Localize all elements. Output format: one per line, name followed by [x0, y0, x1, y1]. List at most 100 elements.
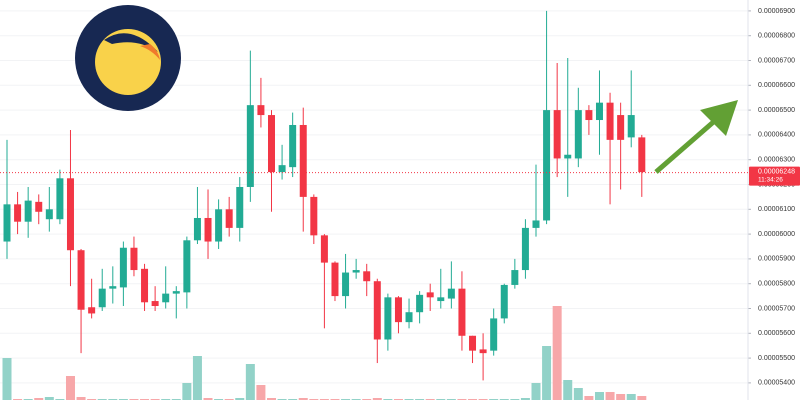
volume-bar: [245, 364, 255, 400]
candle-body: [437, 297, 445, 302]
candle-body: [469, 335, 477, 351]
candle-body: [320, 235, 328, 263]
volume-bar: [203, 398, 213, 400]
candle-body: [553, 110, 561, 159]
last-price-label: 0.00006248: [758, 168, 795, 175]
candle-body: [426, 292, 434, 298]
candle-body: [119, 247, 127, 288]
candle-body: [479, 349, 487, 354]
candle-body: [236, 186, 244, 228]
candle-body: [363, 271, 371, 282]
volume-bar: [256, 385, 266, 400]
candle-body: [299, 124, 307, 197]
y-tick-label: 0.00006000: [758, 231, 795, 238]
volume-bar: [182, 383, 192, 400]
candle-body: [511, 270, 519, 285]
candle-body: [543, 110, 551, 221]
candle-body: [14, 204, 22, 222]
candle-body: [606, 102, 614, 140]
volume-bar: [44, 397, 54, 400]
volume-bar: [2, 358, 12, 400]
candle-body: [289, 124, 297, 168]
logo-shadow: [104, 33, 158, 52]
volume-bar: [235, 398, 245, 400]
volume-bar: [637, 396, 647, 400]
candle-body: [352, 270, 360, 273]
candle-body: [500, 284, 508, 319]
last-price-box: [749, 166, 800, 186]
volume-bar: [552, 306, 562, 400]
volume-bar: [563, 380, 573, 400]
y-tick-label: 0.00006900: [758, 8, 795, 15]
candle-body: [88, 307, 96, 314]
candle-body: [342, 272, 350, 297]
candle-body: [56, 178, 64, 220]
trend-arrow: [654, 100, 738, 174]
volume-bar: [65, 376, 75, 400]
y-tick-label: 0.00005700: [758, 305, 795, 312]
candle-body: [151, 301, 159, 307]
y-tick-label: 0.00005900: [758, 256, 795, 263]
volume-bar: [594, 392, 604, 400]
logo-flare: [140, 44, 160, 60]
candle-body: [521, 227, 529, 271]
volume-bar: [626, 394, 636, 400]
candle-body: [373, 281, 381, 340]
volume-bar: [616, 394, 626, 400]
volume-bar: [76, 397, 86, 400]
candle-body: [215, 209, 223, 242]
candle-body: [77, 250, 85, 310]
candle-body: [268, 115, 275, 173]
candle-body: [585, 110, 593, 121]
candle-body: [172, 291, 180, 294]
candle-body: [595, 102, 603, 121]
candle-body: [225, 209, 233, 228]
y-tick-label: 0.00006100: [758, 206, 795, 213]
candle-body: [405, 312, 413, 323]
candle-body: [638, 137, 646, 173]
volume-bar: [267, 398, 276, 400]
candle-body: [331, 262, 339, 297]
arrow-shaft: [654, 116, 720, 174]
candle-body: [490, 318, 498, 351]
volume-bar: [531, 383, 541, 400]
candle-body: [141, 268, 149, 303]
candle-body: [532, 220, 540, 228]
logo: [75, 5, 181, 111]
volume-bar: [573, 388, 583, 400]
volume-bar: [520, 398, 530, 400]
y-tick-label: 0.00006600: [758, 82, 795, 89]
y-tick-label: 0.00005600: [758, 330, 795, 337]
candle-body: [574, 110, 582, 159]
candle-body: [278, 165, 286, 173]
candle-body: [257, 105, 265, 116]
candle-body: [416, 294, 424, 313]
candle-body: [3, 204, 11, 242]
candle-body: [66, 178, 74, 251]
candle-body: [204, 217, 212, 242]
candle-body: [246, 105, 254, 187]
y-tick-label: 0.00005500: [758, 355, 795, 362]
volume-bar: [192, 356, 202, 400]
candle-body: [45, 209, 53, 220]
candle-body: [109, 286, 117, 289]
y-tick-label: 0.00006800: [758, 33, 795, 40]
y-tick-label: 0.00006400: [758, 132, 795, 139]
y-tick-label: 0.00005800: [758, 281, 795, 288]
candle-body: [447, 288, 455, 299]
candle-body: [564, 154, 572, 159]
y-tick-label: 0.00006700: [758, 57, 795, 64]
volume-bar: [298, 398, 308, 400]
y-tick-label: 0.00005400: [758, 380, 795, 387]
candle-body: [310, 196, 318, 236]
candle-body: [183, 240, 191, 293]
y-tick-label: 0.00006300: [758, 157, 795, 164]
candle-body: [384, 297, 392, 340]
candle-body: [617, 115, 625, 140]
candle-body: [162, 293, 170, 303]
candle-body: [130, 247, 138, 271]
candle-body: [98, 288, 106, 308]
candle-body: [35, 201, 43, 212]
arrow-head: [700, 100, 738, 136]
candle-body: [193, 217, 201, 241]
